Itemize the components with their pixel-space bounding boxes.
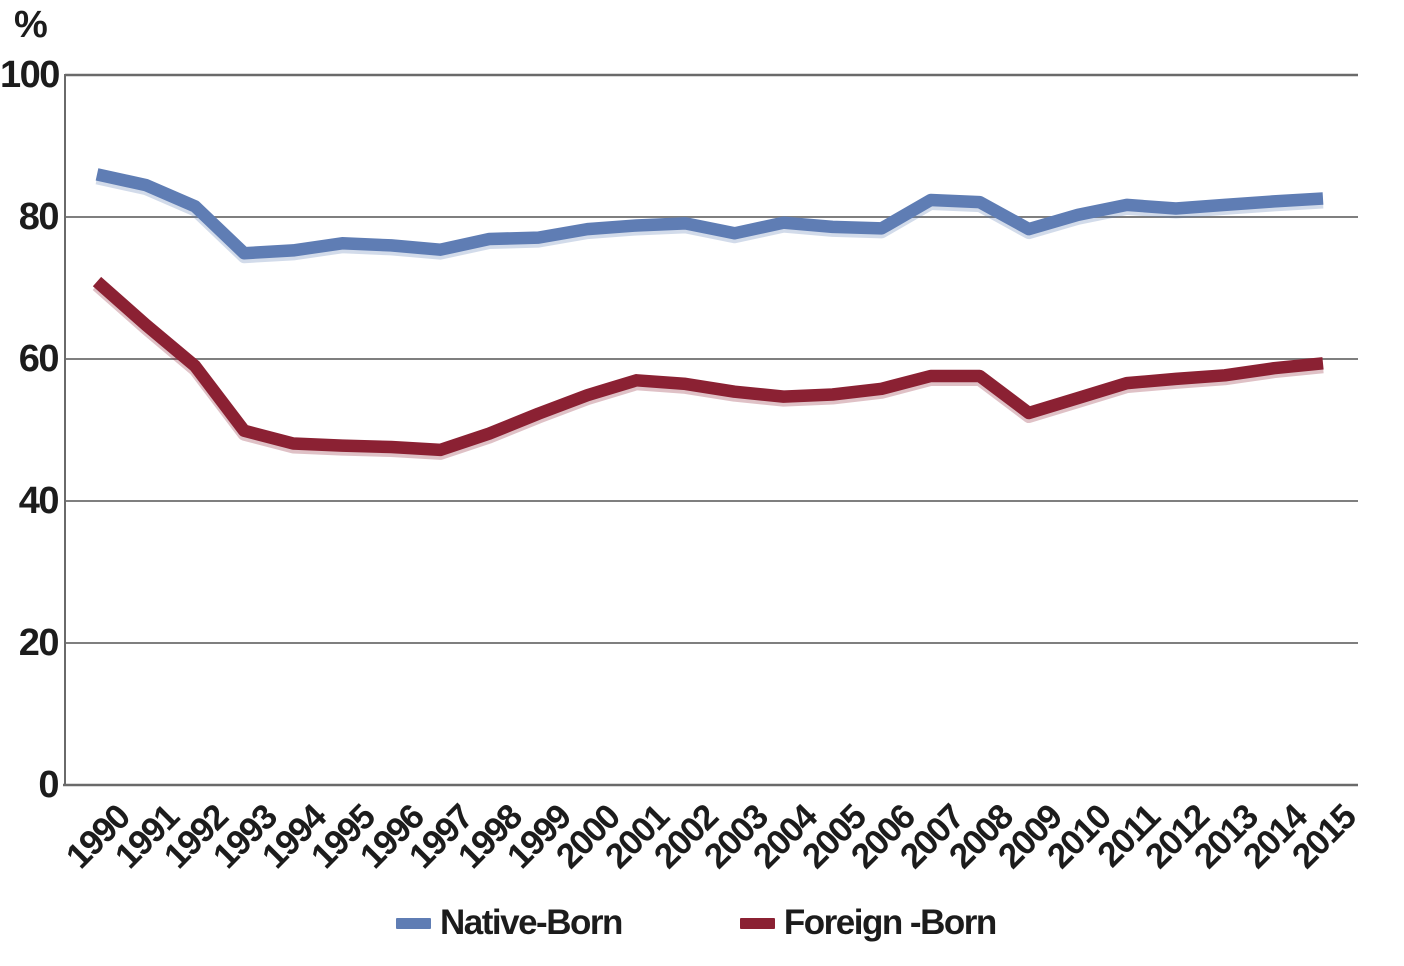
y-axis-tick-label-60: 60	[18, 338, 60, 380]
legend-item-native-born: Native-Born	[396, 901, 623, 945]
legend-label-foreign-born: Foreign -Born	[783, 903, 997, 942]
legend-label-native-born: Native-Born	[440, 903, 623, 942]
foreign-born-line	[92, 276, 1324, 457]
y-axis-tick-label-40: 40	[18, 480, 60, 522]
legend-swatch-foreign-born-line	[739, 917, 775, 929]
foreign-born-line-shadow	[92, 280, 1324, 460]
y-axis-tick-label-0: 0	[38, 764, 59, 806]
legend-swatch-native-born-line	[396, 917, 431, 929]
y-axis-tick-label-20: 20	[18, 622, 60, 664]
legend: Native-Born Foreign -Born	[396, 901, 997, 945]
y-axis-tick-label-80: 80	[18, 196, 60, 238]
y-axis-tick-label-100: 100	[0, 54, 60, 96]
native-born-line	[95, 168, 1324, 260]
legend-item-foreign-born: Foreign -Born	[739, 901, 997, 945]
y-axis-unit-label: %	[14, 4, 48, 46]
